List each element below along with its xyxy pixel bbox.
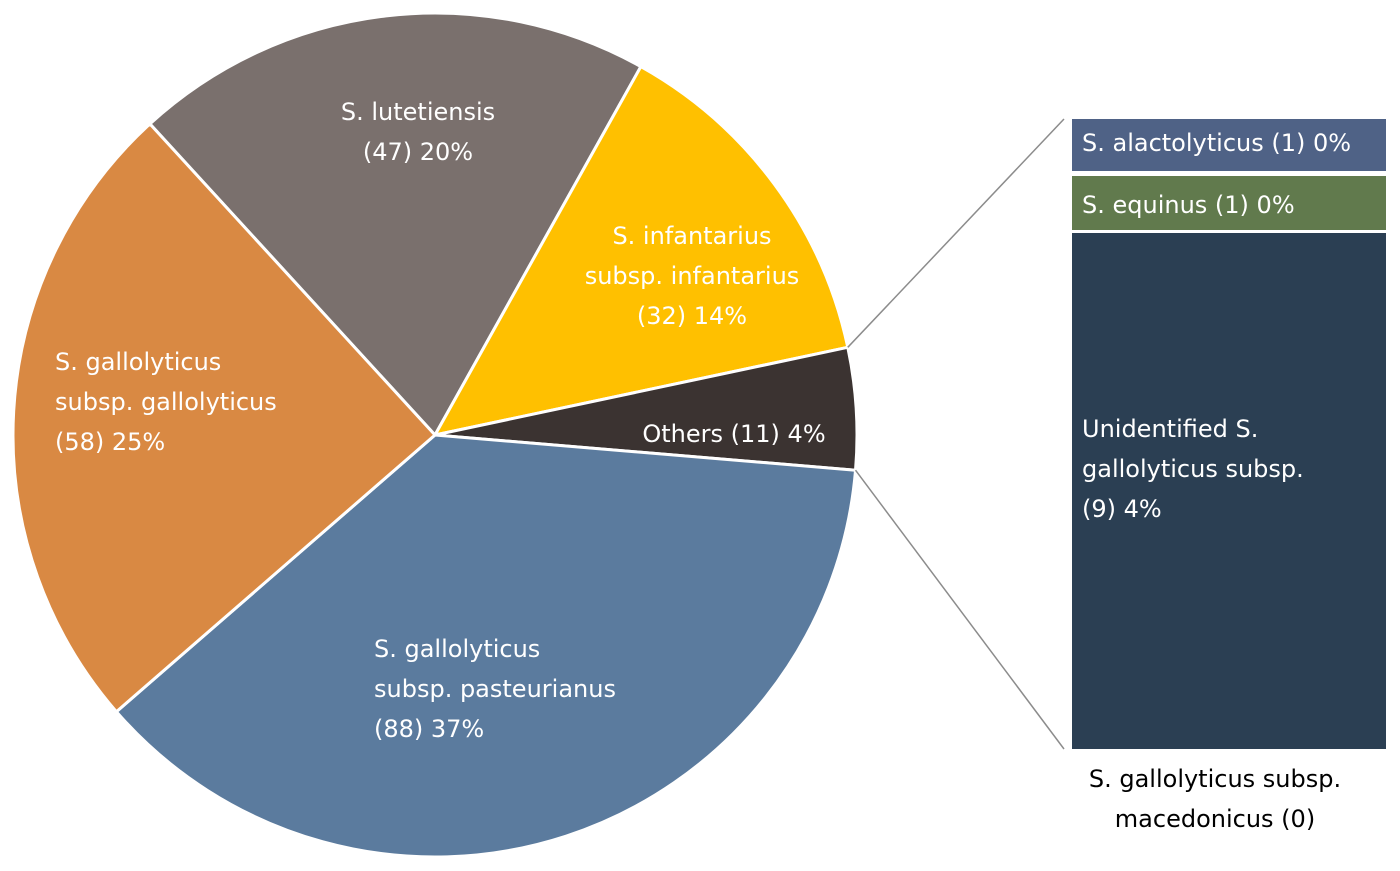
pie-slice-s-lutetiensis-47-20: [148, 11, 643, 437]
bar-segment-s-alactolyticus-1-0: [1072, 119, 1386, 171]
bar-segment-label: S. equinus (1) 0%: [1082, 191, 1295, 219]
pie-slice-s-infantarius-subsp-infantarius-32-14: [433, 65, 850, 437]
bar-segment-label: S. alactolyticus (1) 0%: [1082, 129, 1351, 157]
pie-slice-label: S. lutetiensis (47) 20%: [341, 98, 495, 166]
pie-slice-label: S. gallolyticus subsp. pasteurianus (88) 3…: [374, 635, 616, 743]
connector-line: [847, 118, 1065, 348]
pie: S. lutetiensis (47) 20% S. infantarius subs…: [11, 11, 859, 859]
macedonicus-label: S. gallolyticus subsp. macedonicus (0): [1089, 765, 1341, 833]
connector-lines: [847, 118, 1065, 750]
bar-segment-s-equinus-1-0: [1072, 176, 1386, 230]
connector-line: [854, 469, 1065, 750]
pie-slice-label: S. gallolyticus subsp. gallolyticus (58) 2…: [55, 348, 277, 456]
bar-segment-label: Unidentified S. gallolyticus subsp. (9) 4%: [1082, 415, 1304, 523]
pie-slice-label: S. infantarius subsp. infantarius (32) 14%: [585, 222, 800, 330]
pie-slice-s-gallolyticus-subsp-pasteurianus-88-37: [114, 433, 858, 859]
bar-segment-unidentified-s-gallolyticus-subsp-9-4: [1072, 233, 1386, 749]
pie-slice-s-gallolyticus-subsp-gallolyticus-58-25: [11, 122, 437, 714]
others-breakdown-bar: S. alactolyticus (1) 0% S. equinus (1) 0%…: [1072, 119, 1386, 749]
pie-slice-label: Others (11) 4%: [642, 420, 825, 448]
